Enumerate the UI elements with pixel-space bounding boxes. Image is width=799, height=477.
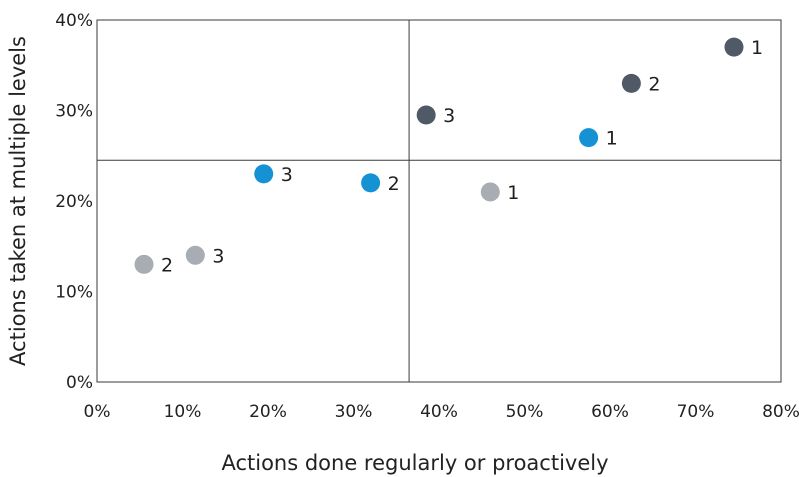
x-axis-title: Actions done regularly or proactively bbox=[221, 451, 608, 475]
y-tick-label: 10% bbox=[55, 283, 93, 303]
data-point bbox=[416, 105, 436, 125]
data-points: 1 2 3 1 2 3 1 2 3 bbox=[134, 37, 763, 276]
data-point-label: 1 bbox=[606, 128, 618, 150]
data-point bbox=[724, 37, 744, 57]
x-tick-label: 40% bbox=[420, 402, 458, 422]
data-point bbox=[621, 73, 641, 93]
x-tick-label: 20% bbox=[249, 402, 287, 422]
data-point bbox=[185, 245, 205, 265]
data-point-label: 3 bbox=[212, 245, 224, 267]
x-tick-label: 70% bbox=[677, 402, 715, 422]
y-tick-label: 40% bbox=[55, 11, 93, 31]
x-tick-label: 80% bbox=[762, 402, 799, 422]
y-tick-label: 0% bbox=[66, 373, 93, 393]
data-point bbox=[480, 182, 500, 202]
y-axis-tick-labels: 0% 10% 20% 30% 40% bbox=[55, 11, 93, 393]
data-point-label: 2 bbox=[161, 254, 173, 276]
x-tick-label: 30% bbox=[335, 402, 373, 422]
data-point bbox=[579, 128, 599, 148]
x-tick-label: 10% bbox=[164, 402, 202, 422]
y-tick-label: 30% bbox=[55, 102, 93, 122]
data-point-label: 3 bbox=[281, 164, 293, 186]
data-point bbox=[361, 173, 381, 193]
y-tick-label: 20% bbox=[55, 192, 93, 212]
data-point-label: 1 bbox=[507, 182, 519, 204]
plot-frame bbox=[96, 19, 782, 383]
x-tick-label: 0% bbox=[84, 402, 111, 422]
data-point-label: 3 bbox=[443, 105, 455, 127]
data-point-label: 2 bbox=[648, 73, 660, 95]
data-point bbox=[134, 254, 154, 274]
data-point-label: 1 bbox=[751, 37, 763, 59]
data-point bbox=[254, 164, 274, 184]
x-tick-label: 60% bbox=[591, 402, 629, 422]
y-axis-title: Actions taken at multiple levels bbox=[6, 36, 30, 366]
data-point-label: 2 bbox=[388, 173, 400, 195]
x-axis-tick-labels: 0% 10% 20% 30% 40% 50% 60% 70% 80% bbox=[84, 402, 799, 422]
x-tick-label: 50% bbox=[506, 402, 544, 422]
